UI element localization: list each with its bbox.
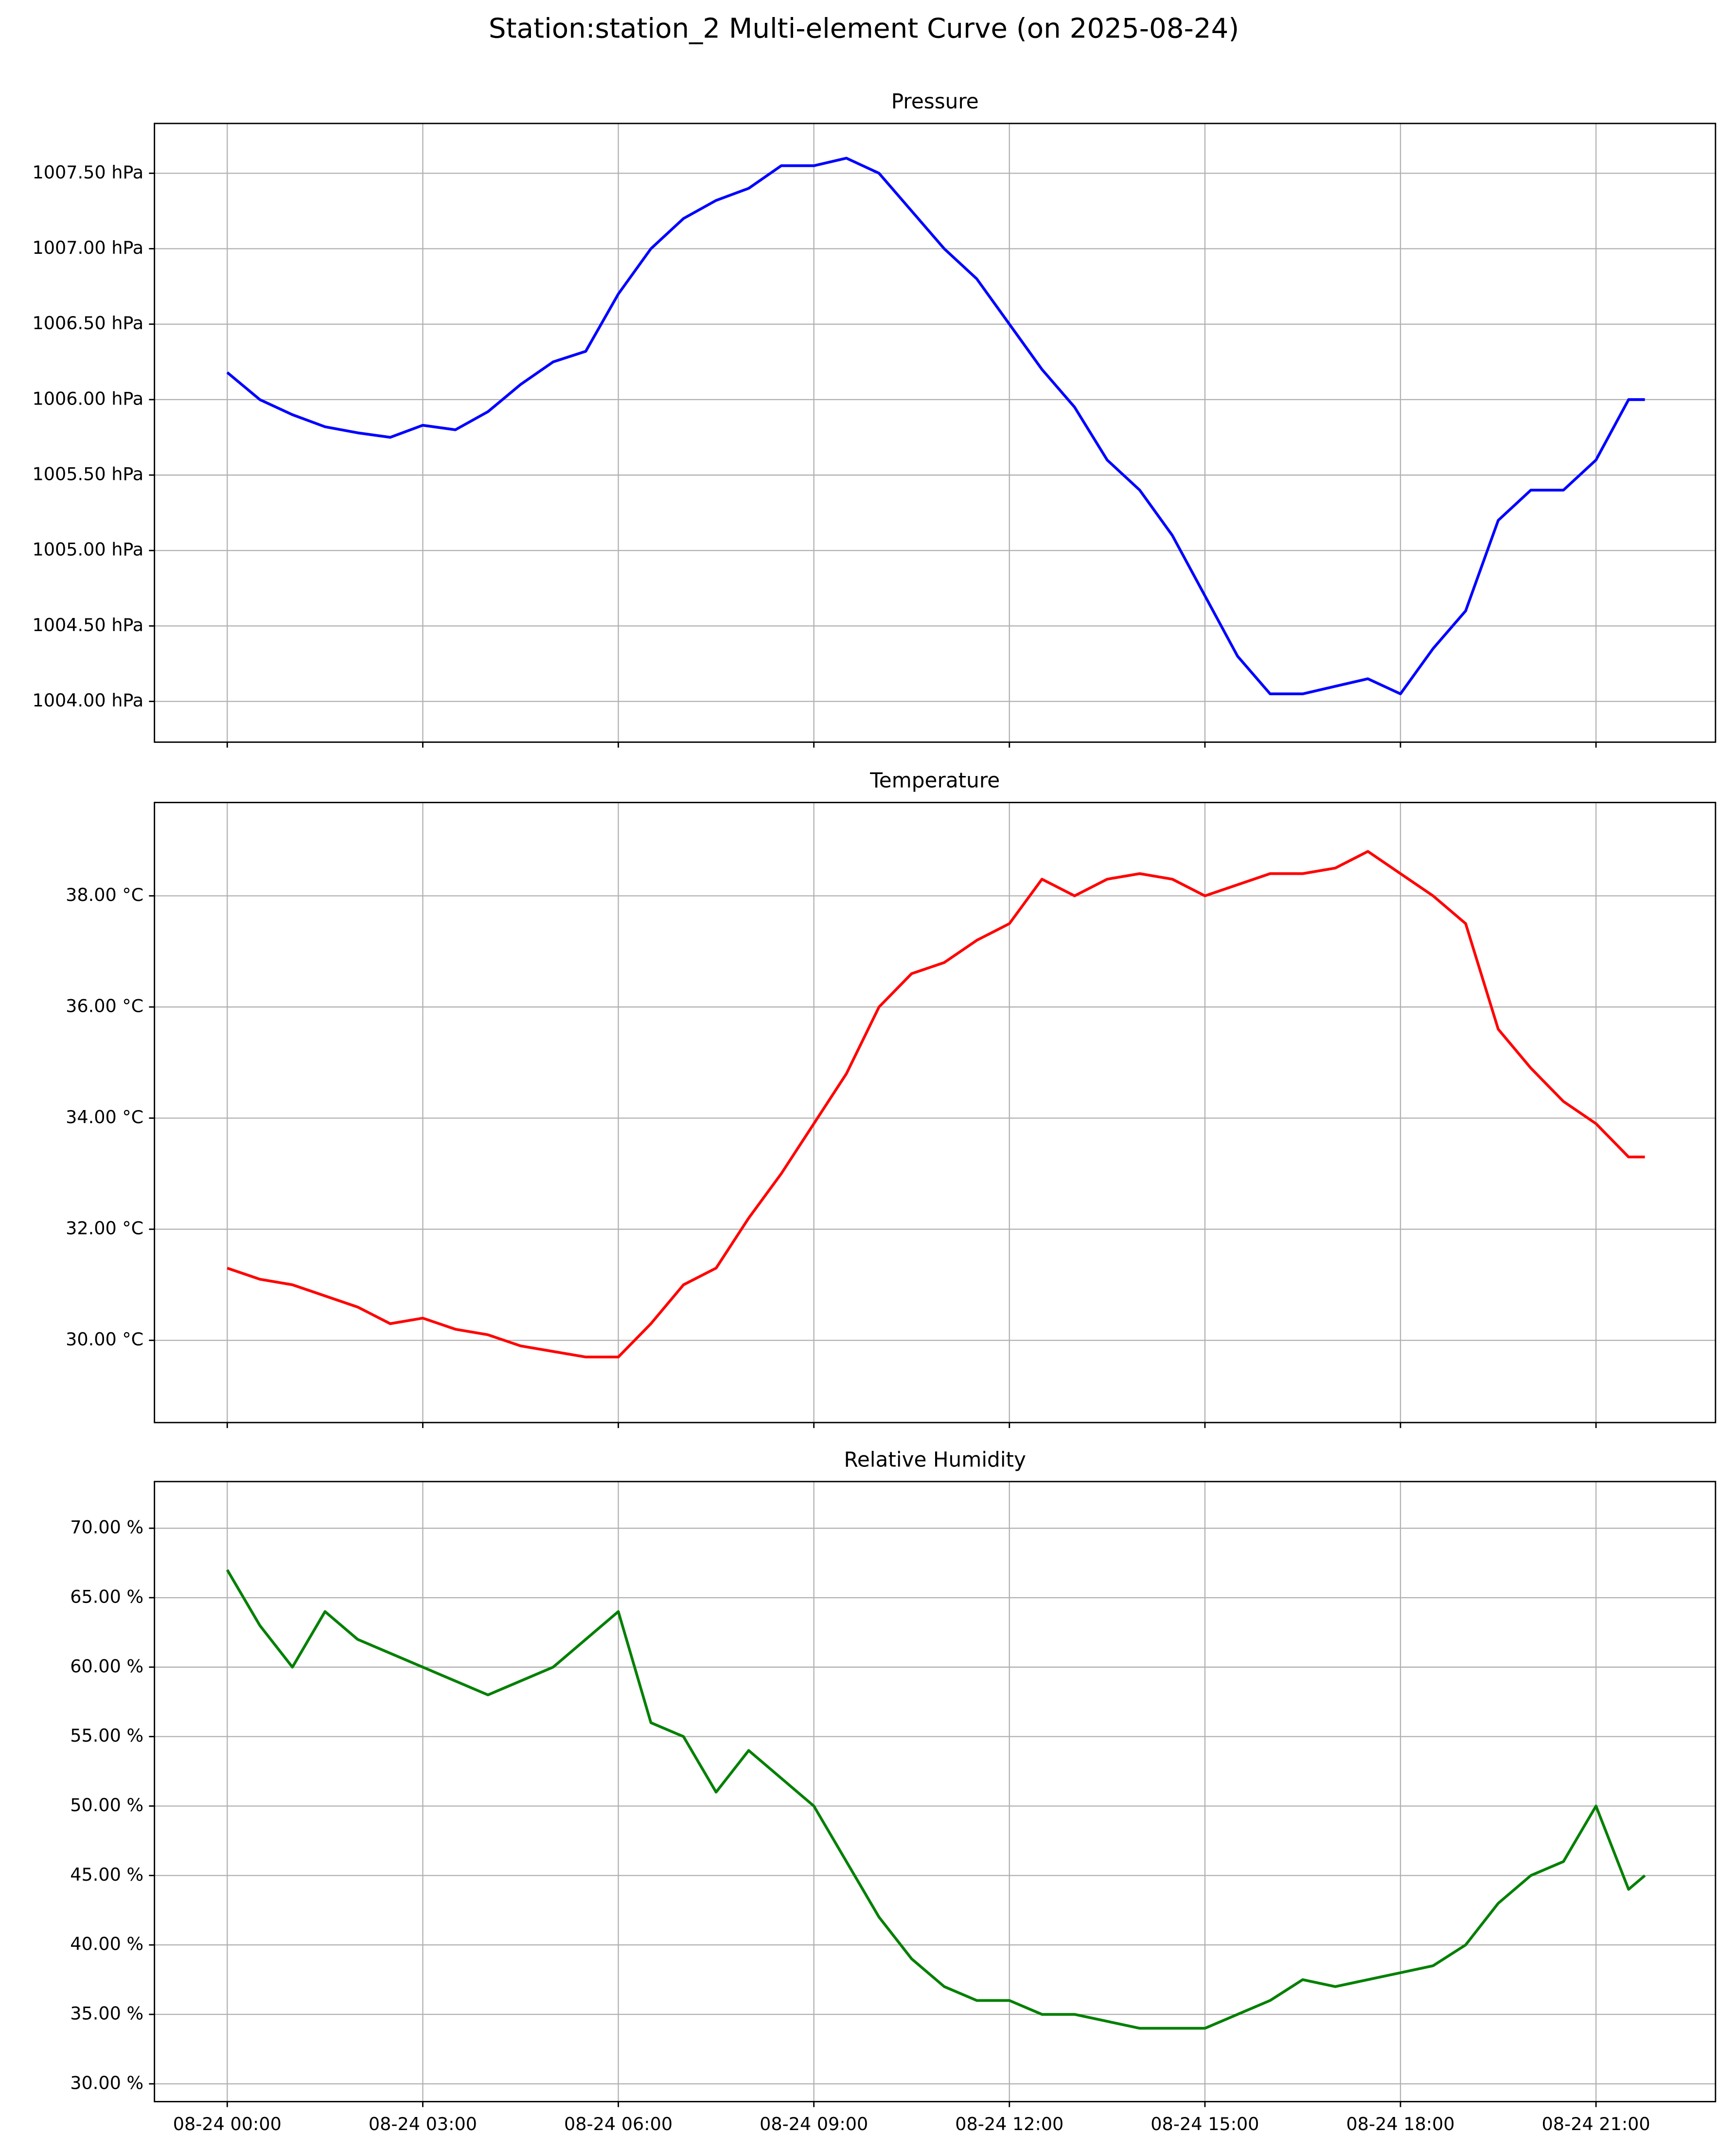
axes-frame xyxy=(154,802,1717,1424)
x-tick-label: 08-24 12:00 xyxy=(955,2114,1063,2134)
y-tick-label: 45.00 % xyxy=(70,1864,143,1885)
x-tick-label: 08-24 09:00 xyxy=(760,2114,868,2134)
x-tick-label: 08-24 03:00 xyxy=(369,2114,477,2134)
data-line xyxy=(226,1569,1646,2030)
y-tick-label: 70.00 % xyxy=(70,1517,143,1538)
x-tick-label: 08-24 06:00 xyxy=(564,2114,673,2134)
y-tick-label: 1004.00 hPa xyxy=(32,690,143,711)
x-tick-label: 08-24 00:00 xyxy=(173,2114,282,2134)
y-tick-label: 38.00 °C xyxy=(66,884,143,905)
y-tick-label: 30.00 % xyxy=(70,2072,143,2093)
y-tick-label: 55.00 % xyxy=(70,1725,143,1746)
y-tick-label: 40.00 % xyxy=(70,1934,143,1955)
y-tick-label: 34.00 °C xyxy=(66,1107,143,1128)
y-tick-label: 1007.50 hPa xyxy=(32,162,143,183)
data-line xyxy=(226,157,1645,695)
y-tick-label: 1004.50 hPa xyxy=(32,615,143,635)
axes-frame xyxy=(154,123,1717,743)
y-tick-label: 1005.00 hPa xyxy=(32,539,143,560)
y-tick-label: 50.00 % xyxy=(70,1795,143,1816)
data-line xyxy=(227,850,1645,1358)
y-tick-label: 1006.50 hPa xyxy=(32,313,143,334)
y-tick-label: 60.00 % xyxy=(70,1656,143,1676)
panel-title: Relative Humidity xyxy=(844,1447,1026,1471)
x-tick-label: 08-24 18:00 xyxy=(1346,2114,1454,2134)
y-tick-label: 1006.00 hPa xyxy=(32,388,143,409)
panel-title: Pressure xyxy=(891,89,979,113)
axes-frame xyxy=(154,1481,1717,2102)
y-tick-label: 1007.00 hPa xyxy=(32,237,143,258)
y-tick-label: 36.00 °C xyxy=(66,996,143,1017)
y-tick-label: 65.00 % xyxy=(70,1586,143,1607)
panel-title: Temperature xyxy=(869,769,1000,793)
x-tick-label: 08-24 21:00 xyxy=(1542,2114,1650,2134)
y-tick-label: 35.00 % xyxy=(70,2003,143,2024)
figure-title: Station:station_2 Multi-element Curve (o… xyxy=(489,13,1239,45)
y-tick-label: 30.00 °C xyxy=(66,1329,143,1350)
x-tick-label: 08-24 15:00 xyxy=(1151,2114,1259,2134)
y-tick-label: 32.00 °C xyxy=(66,1218,143,1239)
y-tick-label: 1005.50 hPa xyxy=(32,464,143,485)
